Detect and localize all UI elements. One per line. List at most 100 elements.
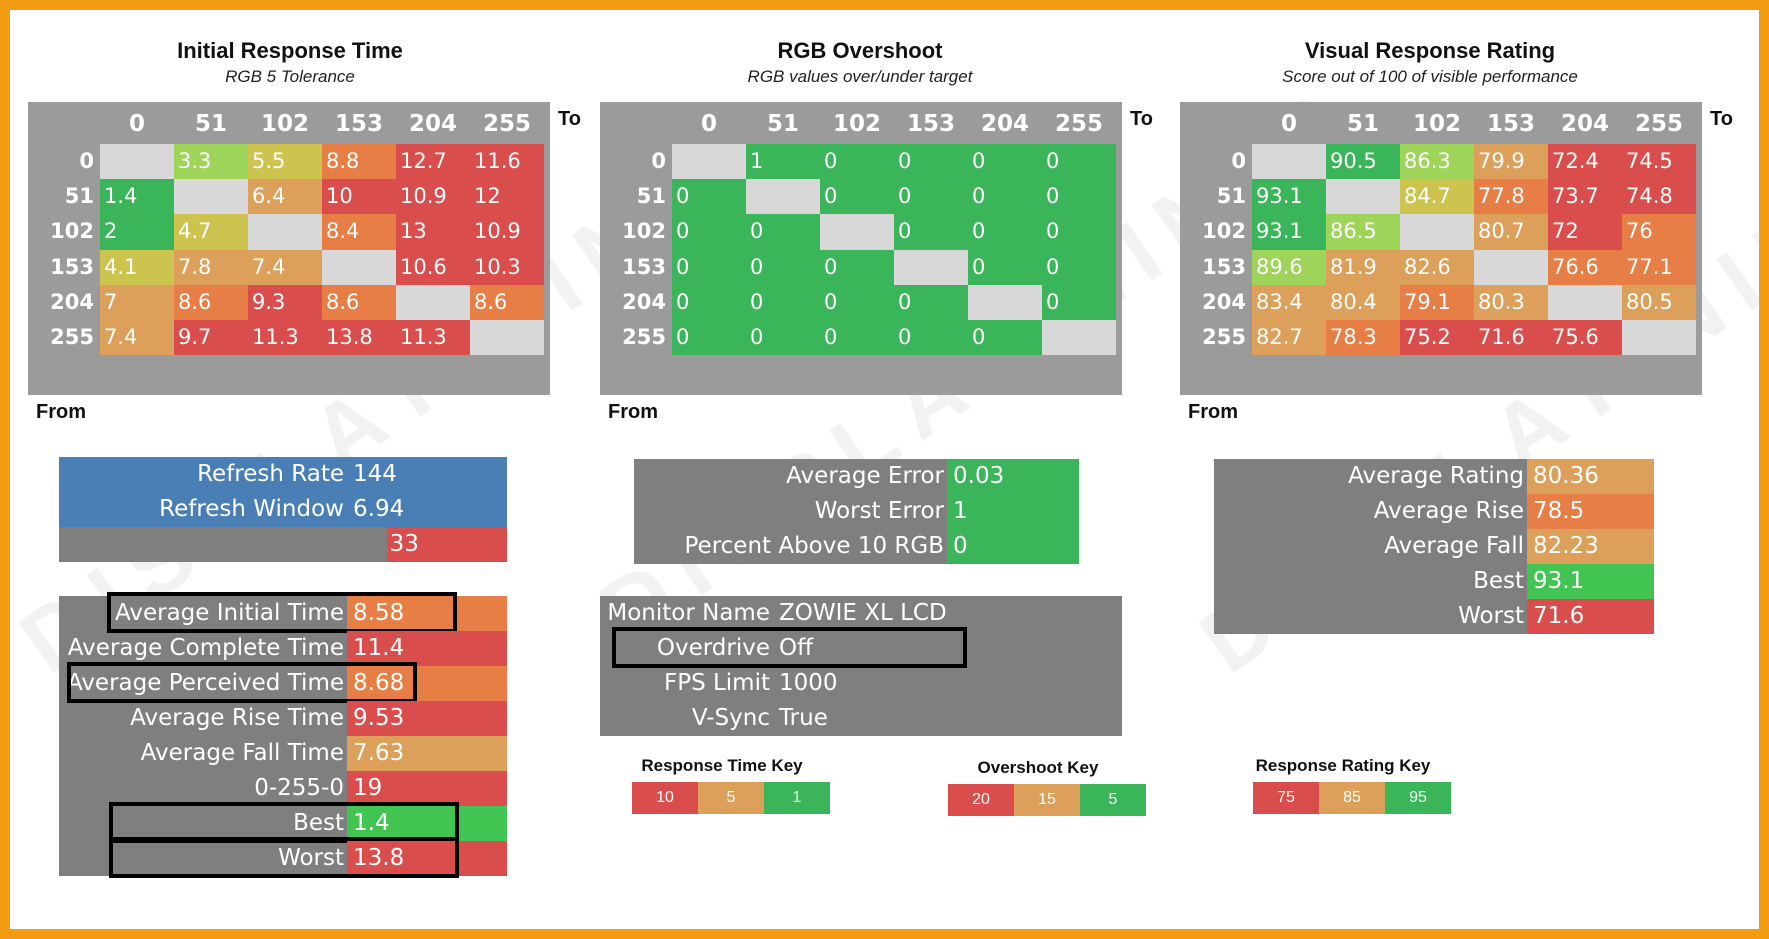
key-title: Response Time Key (641, 756, 803, 775)
monitor_panel-value: 1000 (779, 670, 838, 696)
heatmap-cell: 2 (100, 214, 174, 250)
heatmap-cell: 7 (100, 284, 174, 320)
heatmap-col-header: 102 (1412, 111, 1461, 137)
heatmap-col-header: 255 (482, 111, 531, 137)
heatmap-col-header: 51 (766, 111, 799, 137)
timing_panel-value: 8.58 (347, 596, 507, 631)
heatmap-cell: 13 (396, 214, 470, 250)
rating_panel-value: 82.23 (1527, 529, 1654, 564)
heatmap-cell: 73.7 (1548, 179, 1622, 215)
axis-label-to: To (1710, 108, 1733, 130)
heatmap-row-header: 102 (50, 219, 94, 244)
heatmap-cell: 76 (1622, 214, 1696, 250)
heatmap-cell: 82.6 (1400, 249, 1474, 285)
heatmap-cell: 82.7 (1252, 320, 1326, 356)
heatmap-row-header: 51 (1216, 184, 1246, 209)
heatmap-row-header: 102 (622, 219, 666, 244)
heatmap-cell: 8.6 (174, 284, 248, 320)
error_panel-label: Worst Error (814, 498, 944, 524)
key-swatch: 5 (1080, 784, 1146, 816)
heatmap-col-header: 153 (334, 111, 383, 137)
heatmap-cell: 12.7 (396, 144, 470, 180)
timing_panel-value: 9.53 (347, 701, 507, 736)
heatmap-row-header: 255 (1202, 325, 1246, 349)
heatmap-row-header: 102 (1202, 219, 1246, 244)
heatmap-cell: 93.1 (1252, 179, 1326, 215)
refresh_panel-value: 6.94 (353, 496, 405, 522)
rating_panel-value: 80.36 (1527, 459, 1654, 494)
rating-title: Visual Response Rating (1304, 38, 1556, 63)
heatmap-cell: 75.6 (1548, 320, 1622, 356)
refresh_panel-label: Refresh Rate (197, 461, 344, 487)
heatmap-cell-diagonal (1042, 320, 1116, 356)
timing_panel-label: Average Initial Time (114, 600, 344, 626)
heatmap-cell: 89.6 (1252, 249, 1326, 285)
timing-panel: Average Initial Time 8.58 Average Complete… (59, 592, 507, 878)
rating_panel-value: 71.6 (1527, 599, 1654, 634)
heatmap-cell: 81.9 (1326, 249, 1400, 285)
monitor_panel-value: Off (779, 635, 813, 661)
heatmap-row-header: 153 (50, 254, 94, 279)
heatmap-cell: 83.4 (1252, 284, 1326, 320)
heatmap-cell: 0 (746, 249, 820, 285)
refresh_panel-label: Refresh Window (159, 496, 344, 522)
rating_panel-value: 78.5 (1527, 494, 1654, 529)
heatmap-cell: 80.7 (1474, 214, 1548, 250)
monitor-panel: Monitor Name ZOWIE XL LCD Overdrive Off FPS … (600, 596, 1122, 736)
monitor_panel-value: ZOWIE XL LCD (779, 600, 947, 626)
heatmap-cell: 0 (894, 284, 968, 320)
heatmap-col-header: 153 (906, 111, 955, 137)
heatmap-row-header: 255 (50, 325, 94, 349)
heatmap-cell: 0 (968, 320, 1042, 356)
heatmap-cell: 0 (746, 284, 820, 320)
heatmap-cell: 10.9 (470, 214, 544, 250)
heatmap-cell: 84.7 (1400, 179, 1474, 215)
heatmap-cell: 0 (672, 284, 746, 320)
heatmap-cell: 1 (746, 144, 820, 180)
heatmap-cell-diagonal (470, 320, 544, 356)
heatmap-cell: 1.4 (100, 179, 174, 215)
rating_panel-value: 93.1 (1527, 564, 1654, 599)
heatmap-cell: 79.9 (1474, 144, 1548, 180)
heatmap-cell: 72 (1548, 214, 1622, 250)
heatmap-row-header: 51 (636, 184, 666, 209)
heatmap-col-header: 102 (260, 111, 309, 137)
rating-subtitle: Score out of 100 of visible performance (1282, 67, 1578, 86)
heatmap-row-header: 153 (622, 254, 666, 279)
rating_panel-label: Average Rating (1348, 463, 1524, 489)
heatmap-cell: 74.5 (1622, 144, 1696, 180)
error_panel-label: Average Error (786, 463, 944, 489)
monitor_panel-value: True (779, 705, 828, 731)
heatmap-cell: 71.6 (1474, 320, 1548, 356)
heatmap-cell: 0 (1042, 144, 1116, 180)
heatmap-cell: 77.8 (1474, 179, 1548, 215)
heatmap-cell-diagonal (100, 144, 174, 180)
heatmap-cell-diagonal (1474, 249, 1548, 285)
heatmap-cell: 0 (968, 144, 1042, 180)
highlight-box (109, 837, 459, 878)
refresh_panel-value: 144 (353, 461, 397, 487)
error-panel: Average Error 0.03 Worst Error 1 Percent Abo… (634, 459, 1079, 564)
highlight-box (67, 662, 417, 703)
key-swatch: 15 (1014, 784, 1080, 816)
timing_panel-value: 1.4 (347, 806, 507, 841)
error_panel-value: 0.03 (947, 459, 1079, 494)
heatmap-cell-diagonal (174, 179, 248, 215)
heatmap-cell: 77.1 (1622, 249, 1696, 285)
monitor_panel-label: Overdrive (656, 635, 770, 661)
heatmap-cell: 7.4 (100, 320, 174, 356)
heatmap-cell: 0 (894, 214, 968, 250)
heatmap-cell: 0 (968, 179, 1042, 215)
response-time-title: Initial Response Time (177, 38, 403, 63)
timing_panel-label: Worst (278, 845, 344, 871)
heatmap-cell: 0 (820, 179, 894, 215)
heatmap-cell: 0 (968, 249, 1042, 285)
timing_panel-value: 8.68 (347, 666, 507, 701)
axis-label-from: From (608, 401, 658, 423)
error_panel-label: Percent Above 10 RGB (684, 533, 945, 559)
heatmap-cell-diagonal (248, 214, 322, 250)
heatmap-col-header: 153 (1486, 111, 1535, 137)
heatmap-cell: 0 (820, 320, 894, 356)
heatmap-cell: 0 (672, 249, 746, 285)
overshoot-title: RGB Overshoot (777, 38, 943, 63)
